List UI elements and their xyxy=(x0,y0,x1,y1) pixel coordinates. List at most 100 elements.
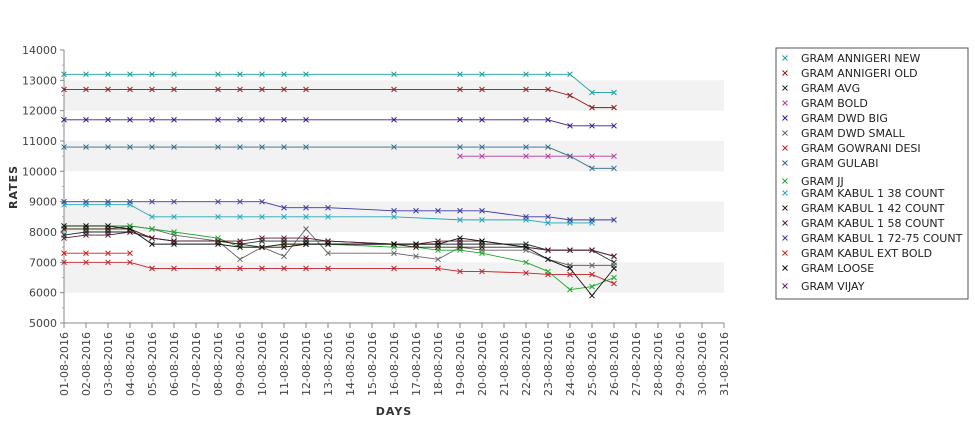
data-point xyxy=(479,71,485,78)
legend-label: GRAM KABUL EXT BOLD xyxy=(801,247,932,260)
data-point xyxy=(215,116,221,123)
series-line xyxy=(63,231,615,257)
data-point xyxy=(171,144,177,150)
data-point xyxy=(171,86,177,93)
legend: GRAM ANNIGERI NEW GRAM ANNIGERI OLD GRAM A… xyxy=(775,47,969,300)
data-point xyxy=(325,250,331,257)
data-point xyxy=(61,198,67,205)
data-point xyxy=(259,116,265,123)
x-tick-label: 16-08-2016 xyxy=(388,332,401,396)
data-point xyxy=(567,153,573,160)
legend-label: GRAM LOOSE xyxy=(801,262,874,275)
data-point xyxy=(303,71,309,78)
data-point xyxy=(171,198,177,205)
data-point xyxy=(105,116,111,123)
data-point xyxy=(325,241,331,247)
x-tick-label: 02-08-2016 xyxy=(80,332,93,396)
data-point xyxy=(281,265,287,272)
legend-item: GRAM AVG xyxy=(782,82,860,95)
data-point xyxy=(413,241,419,247)
data-point xyxy=(567,286,573,293)
data-point xyxy=(149,241,155,247)
data-point xyxy=(545,71,551,78)
legend-marker xyxy=(782,235,788,241)
legend-item: GRAM ANNIGERI OLD xyxy=(782,67,918,80)
legend-item: GRAM LOOSE xyxy=(782,262,874,275)
legend-marker xyxy=(782,283,788,289)
y-axis-title: RATES xyxy=(7,165,20,209)
data-point xyxy=(237,213,243,220)
x-tick-label: 22-08-2016 xyxy=(520,332,533,396)
legend-label: GRAM KABUL 1 38 COUNT xyxy=(801,187,945,200)
x-tick-label: 10-08-2016 xyxy=(256,332,269,396)
data-point xyxy=(127,198,133,205)
data-point xyxy=(479,86,485,93)
legend-item: GRAM KABUL 1 42 COUNT xyxy=(782,202,945,215)
data-point xyxy=(237,198,243,205)
data-point xyxy=(391,71,397,78)
x-tick-label: 01-08-2016 xyxy=(58,332,71,396)
data-point xyxy=(61,144,67,150)
legend-marker xyxy=(782,115,788,121)
data-point xyxy=(435,256,441,263)
legend-item: GRAM JJ xyxy=(782,175,844,188)
data-point xyxy=(545,268,551,275)
data-point xyxy=(545,256,551,263)
data-point xyxy=(215,71,221,78)
data-point xyxy=(303,204,309,211)
data-point xyxy=(479,244,485,251)
y-tick-label: 13000 xyxy=(22,74,57,87)
data-point xyxy=(611,265,617,272)
series-layer xyxy=(61,71,617,299)
data-point xyxy=(545,247,551,254)
y-tick-label: 8000 xyxy=(29,226,57,239)
data-point xyxy=(303,226,309,232)
legend-label: GRAM KABUL 1 72-75 COUNT xyxy=(801,232,963,245)
data-point xyxy=(479,207,485,214)
data-point xyxy=(303,144,309,150)
x-tick-label: 25-08-2016 xyxy=(586,332,599,396)
data-point xyxy=(281,213,287,220)
data-point xyxy=(479,116,485,123)
data-point xyxy=(545,213,551,220)
data-point xyxy=(611,165,617,172)
x-tick-label: 27-08-2016 xyxy=(630,332,643,396)
data-point xyxy=(259,144,265,150)
legend-item: GRAM KABUL EXT BOLD xyxy=(782,247,932,260)
data-point xyxy=(127,226,133,232)
data-point xyxy=(523,86,529,93)
legend-label: GRAM VIJAY xyxy=(801,280,865,293)
data-point xyxy=(303,213,309,220)
series-gram-kabul-1-72-75-count xyxy=(61,198,617,223)
data-point xyxy=(589,89,595,96)
data-point xyxy=(281,144,287,150)
data-point xyxy=(545,144,551,150)
data-point xyxy=(149,71,155,78)
data-point xyxy=(127,259,133,266)
legend-label: GRAM KABUL 1 58 COUNT xyxy=(801,217,945,230)
series-gram-gowrani-desi xyxy=(61,259,617,287)
data-point xyxy=(457,244,463,251)
series-gram-kabul-1-58-count xyxy=(61,229,617,260)
series-gram-bold xyxy=(457,153,617,160)
data-point xyxy=(281,235,287,241)
series-gram-annigeri-old xyxy=(61,86,617,111)
data-point xyxy=(457,86,463,93)
data-point xyxy=(83,198,89,205)
data-point xyxy=(479,217,485,223)
data-point xyxy=(83,259,89,266)
data-point xyxy=(105,198,111,205)
series-gram-dwd-big xyxy=(61,116,617,129)
data-point xyxy=(237,86,243,93)
data-point xyxy=(413,253,419,260)
series-line xyxy=(64,225,615,297)
data-point xyxy=(127,86,133,93)
data-point xyxy=(237,144,243,150)
data-point xyxy=(259,198,265,205)
legend-item: GRAM DWD BIG xyxy=(782,112,888,125)
data-point xyxy=(171,116,177,123)
data-point xyxy=(149,116,155,123)
data-point xyxy=(171,213,177,220)
data-point xyxy=(567,71,573,78)
x-tick-label: 08-08-2016 xyxy=(212,332,225,396)
